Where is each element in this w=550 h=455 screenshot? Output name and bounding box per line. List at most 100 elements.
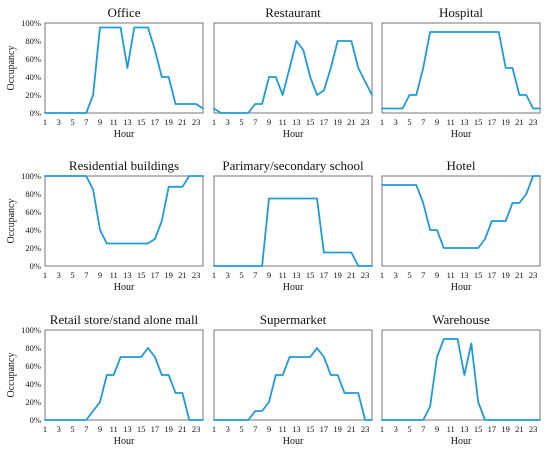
x-tick-label: 13 [292,270,301,280]
y-tick-label: 100% [21,18,41,28]
y-tick-label: 20% [25,90,41,100]
x-tick-label: 21 [347,117,356,127]
y-tick-label: 60% [25,54,41,64]
occupancy-series-line [381,338,541,421]
plot-frame [44,22,204,114]
occupancy-series-line [44,26,204,114]
x-tick-label: 23 [529,117,538,127]
x-tick-label: 5 [407,424,411,434]
y-tick-label: 40% [25,225,41,235]
x-tick-label: 1 [212,424,216,434]
y-tick-label: 0% [30,108,41,118]
x-tick-label: 19 [164,424,173,434]
x-tick-label: 1 [43,117,47,127]
x-tick-label: 23 [192,270,201,280]
x-tick-label: 13 [123,424,132,434]
x-tick-label: 15 [474,117,483,127]
x-tick-label: 5 [70,424,74,434]
x-tick-label: 9 [435,424,439,434]
x-tick-label: 19 [501,424,510,434]
y-tick-label: 20% [25,397,41,407]
x-tick-label: 11 [279,270,287,280]
x-tick-label: 21 [347,424,356,434]
x-tick-label: 17 [151,424,160,434]
x-tick-label: 5 [239,270,243,280]
y-axis-label: Occupancy [6,353,17,398]
x-tick-label: 1 [380,117,384,127]
x-tick-label: 21 [178,270,187,280]
chart-title: Hotel [447,158,476,173]
y-tick-label: 80% [25,189,41,199]
x-tick-label: 1 [380,424,384,434]
x-tick-label: 21 [347,270,356,280]
x-tick-label: 11 [279,424,287,434]
chart-title: Warehouse [432,312,490,327]
x-tick-label: 19 [501,270,510,280]
x-tick-label: 3 [226,117,230,127]
x-tick-label: 15 [306,270,315,280]
occupancy-series-line [213,347,373,421]
chart-title: Hospital [439,5,483,20]
x-tick-label: 11 [110,424,118,434]
x-tick-label: 1 [43,424,47,434]
x-tick-label: 17 [320,424,329,434]
x-tick-label: 21 [178,117,187,127]
chart-title: Parimary/secondary school [222,158,364,173]
x-tick-label: 17 [488,270,497,280]
x-tick-label: 7 [421,117,425,127]
x-tick-label: 9 [98,424,102,434]
x-tick-label: 11 [447,424,455,434]
y-tick-label: 80% [25,343,41,353]
x-tick-label: 9 [267,270,271,280]
x-tick-label: 23 [361,424,370,434]
occupancy-series-line [213,40,373,114]
y-tick-label: 100% [21,325,41,335]
x-tick-label: 9 [98,117,102,127]
x-tick-label: 23 [529,424,538,434]
x-tick-label: 5 [407,117,411,127]
x-tick-label: 15 [137,424,146,434]
x-tick-label: 7 [84,424,88,434]
x-tick-label: 5 [239,424,243,434]
x-tick-label: 17 [320,270,329,280]
x-tick-label: 19 [164,117,173,127]
plot-frame [44,329,204,421]
plot-frame [213,175,373,267]
occupancy-series-line [44,347,204,421]
y-tick-label: 80% [25,36,41,46]
x-tick-label: 19 [333,270,342,280]
x-tick-label: 23 [361,270,370,280]
x-tick-label: 9 [435,270,439,280]
x-tick-label: 17 [320,117,329,127]
x-tick-label: 15 [137,117,146,127]
y-tick-label: 0% [30,261,41,271]
y-tick-label: 0% [30,415,41,425]
x-tick-label: 7 [253,270,257,280]
x-tick-label: 9 [267,424,271,434]
y-tick-label: 60% [25,361,41,371]
x-tick-label: 19 [501,117,510,127]
x-tick-label: 1 [212,270,216,280]
x-axis-label: Hour [451,282,472,293]
x-tick-label: 3 [394,424,398,434]
x-tick-label: 21 [515,117,524,127]
x-tick-label: 9 [98,270,102,280]
y-tick-label: 40% [25,379,41,389]
x-tick-label: 19 [333,424,342,434]
x-axis-label: Hour [114,129,135,140]
x-tick-label: 1 [212,117,216,127]
x-axis-label: Hour [114,282,135,293]
x-tick-label: 3 [226,424,230,434]
chart-title: Residential buildings [69,158,179,173]
y-axis-label: Occupancy [6,199,17,244]
x-tick-label: 11 [447,117,455,127]
y-tick-label: 60% [25,207,41,217]
x-tick-label: 19 [164,270,173,280]
occupancy-series-line [381,175,541,249]
